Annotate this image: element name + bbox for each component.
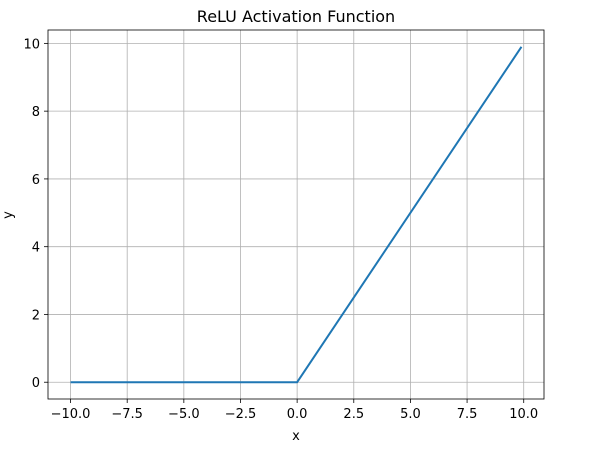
y-tick-label: 8 <box>32 105 40 120</box>
x-tick-label: 5.0 <box>400 407 421 422</box>
x-tick-label: −2.5 <box>225 407 257 422</box>
y-tick-label: 2 <box>32 308 40 323</box>
line-series <box>70 46 523 384</box>
chart-title: ReLU Activation Function <box>197 7 395 26</box>
y-axis-label: y <box>1 211 16 219</box>
y-tick-label: 0 <box>32 376 40 391</box>
plot-frame <box>47 29 545 400</box>
x-axis-label: x <box>292 429 300 444</box>
x-tick-label: −5.0 <box>168 407 200 422</box>
x-tick-label: 0.0 <box>287 407 308 422</box>
y-tick-label: 6 <box>32 173 40 188</box>
y-tick-label: 4 <box>32 241 40 256</box>
x-tick-label: 2.5 <box>343 407 364 422</box>
x-tick-label: −10.0 <box>51 407 91 422</box>
x-tick-label: −7.5 <box>111 407 143 422</box>
x-tick-label: 10.0 <box>509 407 538 422</box>
y-tick-label: 10 <box>23 37 40 52</box>
x-tick-label: 7.5 <box>457 407 478 422</box>
